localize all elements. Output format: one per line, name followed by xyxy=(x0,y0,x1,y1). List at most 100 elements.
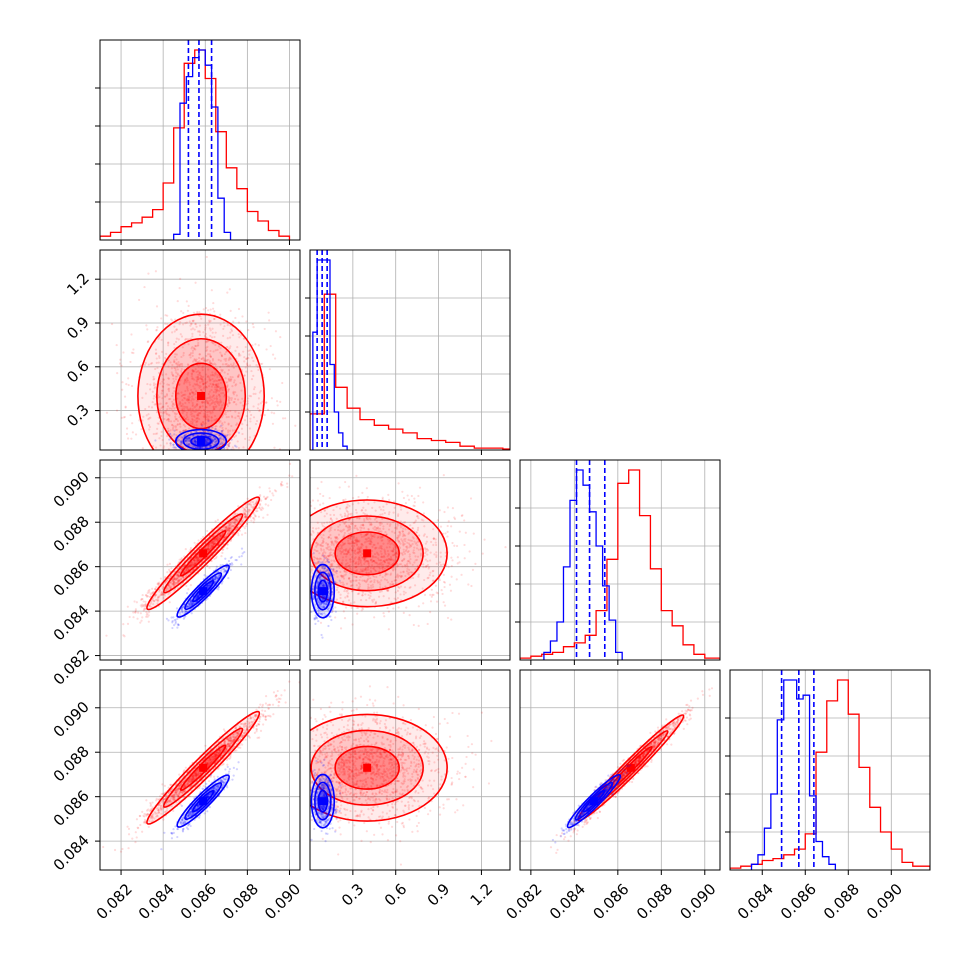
scatter-point xyxy=(215,565,218,568)
scatter-point xyxy=(234,558,237,562)
scatter-point xyxy=(237,505,240,508)
scatter-point xyxy=(187,397,190,400)
scatter-point xyxy=(242,517,245,520)
scatter-point xyxy=(141,597,144,601)
scatter-point xyxy=(185,567,188,570)
scatter-point xyxy=(128,615,131,619)
scatter-point xyxy=(194,442,197,445)
scatter-point xyxy=(202,375,205,378)
scatter-point xyxy=(190,602,194,605)
scatter-point xyxy=(204,546,207,549)
scatter-point xyxy=(255,724,258,728)
scatter-point xyxy=(179,440,182,443)
scatter-point xyxy=(191,444,194,448)
scatter-point xyxy=(187,565,191,568)
scatter-point xyxy=(189,779,192,783)
scatter-point xyxy=(171,363,174,367)
scatter-point xyxy=(173,581,176,584)
scatter-point xyxy=(200,422,203,425)
scatter-point xyxy=(208,584,211,587)
scatter-point xyxy=(206,358,209,362)
scatter-point xyxy=(172,374,175,377)
scatter-point xyxy=(232,390,235,394)
scatter-point xyxy=(223,751,226,754)
scatter-point xyxy=(235,559,238,562)
scatter-point xyxy=(199,405,202,408)
scatter-point xyxy=(245,415,248,418)
scatter-point xyxy=(272,494,275,497)
scatter-point xyxy=(189,584,192,587)
scatter-point xyxy=(174,413,177,416)
scatter-point xyxy=(189,564,192,567)
scatter-point xyxy=(214,437,217,440)
scatter-point xyxy=(173,793,177,796)
scatter-point xyxy=(181,611,184,614)
scatter-point xyxy=(195,596,199,599)
scatter-point xyxy=(215,576,218,579)
scatter-point xyxy=(208,758,211,761)
scatter-point xyxy=(204,359,207,362)
scatter-point xyxy=(212,542,215,545)
scatter-point xyxy=(182,311,185,315)
scatter-point xyxy=(232,320,235,323)
scatter-point xyxy=(230,415,233,418)
scatter-point xyxy=(219,401,223,404)
scatter-point xyxy=(151,445,155,448)
scatter-point xyxy=(186,377,189,380)
scatter-point xyxy=(182,429,185,432)
scatter-point xyxy=(207,368,210,371)
scatter-point xyxy=(215,753,218,756)
scatter-point xyxy=(222,740,226,744)
scatter-point xyxy=(244,525,248,528)
scatter-point xyxy=(140,598,143,601)
scatter-point xyxy=(187,565,190,568)
scatter-point xyxy=(237,375,240,379)
scatter-point xyxy=(227,559,231,563)
scatter-point xyxy=(153,403,156,406)
scatter-point xyxy=(173,355,177,359)
scatter-point xyxy=(187,399,190,402)
scatter-point xyxy=(187,436,190,440)
scatter-point xyxy=(219,420,222,423)
scatter-point xyxy=(165,587,169,590)
scatter-point xyxy=(193,541,196,544)
scatter-point xyxy=(194,367,197,371)
scatter-point xyxy=(166,800,169,803)
scatter-point xyxy=(143,605,146,608)
scatter-point xyxy=(192,391,195,394)
scatter-point xyxy=(221,747,224,750)
scatter-point xyxy=(187,588,190,591)
scatter-point xyxy=(234,727,237,730)
scatter-point xyxy=(178,423,182,426)
scatter-point xyxy=(172,374,175,377)
scatter-point xyxy=(160,317,163,320)
scatter-point xyxy=(174,367,177,370)
y-minor-ticks xyxy=(725,717,730,833)
scatter-point xyxy=(146,595,149,598)
y-minor-ticks xyxy=(305,297,310,413)
scatter-point xyxy=(209,445,212,448)
scatter-point xyxy=(230,555,233,559)
scatter-point xyxy=(122,634,125,637)
scatter-point xyxy=(235,423,238,427)
scatter-point xyxy=(155,352,158,355)
red-histogram xyxy=(100,49,291,240)
scatter-point xyxy=(178,403,181,406)
scatter-point xyxy=(157,809,160,812)
scatter-point xyxy=(218,443,221,446)
scatter-point xyxy=(245,728,248,731)
scatter-point xyxy=(194,772,197,775)
scatter-point xyxy=(210,388,213,392)
scatter-point xyxy=(242,515,246,518)
scatter-point xyxy=(175,375,178,378)
scatter-point xyxy=(171,382,174,385)
scatter-point xyxy=(193,772,196,775)
scatter-point xyxy=(176,364,179,367)
scatter-point xyxy=(173,403,176,406)
scatter-point xyxy=(205,386,208,389)
scatter-point xyxy=(174,425,177,428)
scatter-point xyxy=(164,314,167,317)
scatter-point xyxy=(220,582,223,585)
scatter-point xyxy=(171,402,175,406)
scatter-point xyxy=(228,523,231,526)
